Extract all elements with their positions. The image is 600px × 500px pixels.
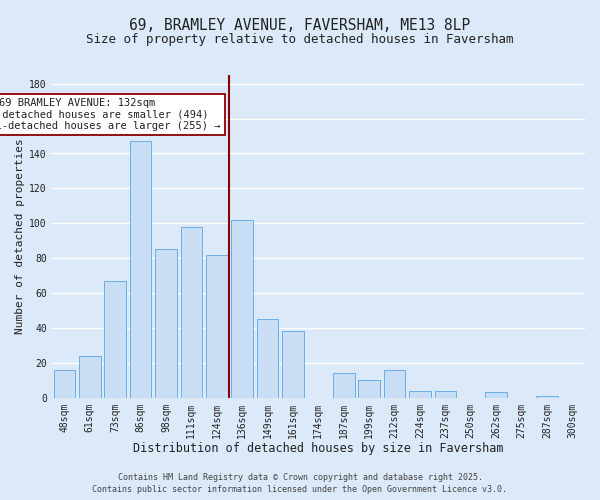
Text: Size of property relative to detached houses in Faversham: Size of property relative to detached ho… [86,32,514,46]
Text: 69, BRAMLEY AVENUE, FAVERSHAM, ME13 8LP: 69, BRAMLEY AVENUE, FAVERSHAM, ME13 8LP [130,18,470,32]
Bar [79,356,101,398]
Bar [104,281,126,398]
Bar [53,370,75,398]
Bar [232,220,253,398]
Bar [409,390,431,398]
Bar [206,254,227,398]
Bar [358,380,380,398]
Text: Contains public sector information licensed under the Open Government Licence v3: Contains public sector information licen… [92,485,508,494]
Bar [485,392,507,398]
X-axis label: Distribution of detached houses by size in Faversham: Distribution of detached houses by size … [133,442,503,455]
Bar [181,227,202,398]
Bar [434,390,456,398]
Bar [257,319,278,398]
Bar [384,370,406,398]
Bar [536,396,557,398]
Bar [333,374,355,398]
Text: Contains HM Land Registry data © Crown copyright and database right 2025.: Contains HM Land Registry data © Crown c… [118,474,482,482]
Text: 69 BRAMLEY AVENUE: 132sqm
← 66% of detached houses are smaller (494)
34% of semi: 69 BRAMLEY AVENUE: 132sqm ← 66% of detac… [0,98,221,131]
Bar [130,142,151,398]
Y-axis label: Number of detached properties: Number of detached properties [15,138,25,334]
Bar [282,332,304,398]
Bar [155,250,177,398]
